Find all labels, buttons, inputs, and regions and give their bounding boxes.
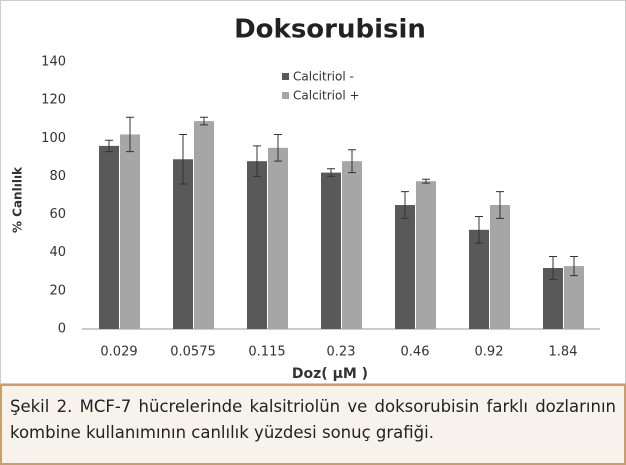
y-tick-label: 100 [41,131,66,146]
legend-label: Calcitriol + [293,89,360,103]
bar [268,147,288,329]
error-bar [401,191,409,219]
bar [247,161,267,329]
x-tick-label: 0.029 [100,345,137,360]
caption: Şekil 2. MCF-7 hücrelerinde kalsitriolün… [0,384,626,465]
x-tick-label: 1.84 [549,345,578,360]
error-bar [549,256,557,280]
error-bar [327,168,335,177]
chart-frame [0,0,626,384]
bar [194,121,214,329]
x-tick-label: 0.23 [327,345,356,360]
bar [99,145,119,329]
x-axis-label: Doz( µM ) [292,366,368,382]
y-tick-label: 80 [49,169,66,184]
chart-title: Doksorubisin [234,15,426,45]
bar [490,205,510,329]
y-axis-label: % Canlılık [11,166,25,233]
bar [342,161,362,329]
y-tick-label: 120 [41,93,66,108]
y-tick-label: 20 [49,283,66,298]
error-bar [475,215,483,244]
bar [564,266,584,329]
legend-swatch [282,92,289,99]
error-bar [253,145,261,177]
bar [395,205,415,329]
error-bar [496,191,504,219]
x-tick-label: 0.46 [401,345,430,360]
y-tick-label: 140 [41,55,66,70]
error-bar [126,116,134,153]
y-tick-label: 40 [49,245,66,260]
error-bar [200,116,208,126]
chart: Doksorubisin % Canlılık Doz( µM ) 0 20 40 6… [0,0,626,384]
legend-label: Calcitriol - [293,70,354,84]
y-tick-label: 0 [58,322,66,337]
bar [543,267,563,329]
bar [469,229,489,329]
bar [416,181,436,329]
error-bar [348,149,356,174]
bar [173,159,193,329]
bar [120,134,140,329]
x-tick-label: 0.92 [475,345,504,360]
x-tick-label: 0.115 [248,345,285,360]
error-bar [570,256,578,277]
bar [321,172,341,329]
error-bar [179,133,187,185]
error-bar [105,139,113,153]
x-tick-label: 0.0575 [170,345,216,360]
error-bar [274,133,282,162]
error-bar [422,178,430,184]
y-tick-label: 60 [49,207,66,222]
legend-swatch [282,73,289,80]
